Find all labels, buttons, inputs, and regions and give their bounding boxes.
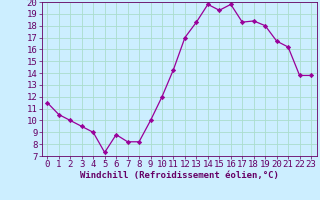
X-axis label: Windchill (Refroidissement éolien,°C): Windchill (Refroidissement éolien,°C) [80, 171, 279, 180]
